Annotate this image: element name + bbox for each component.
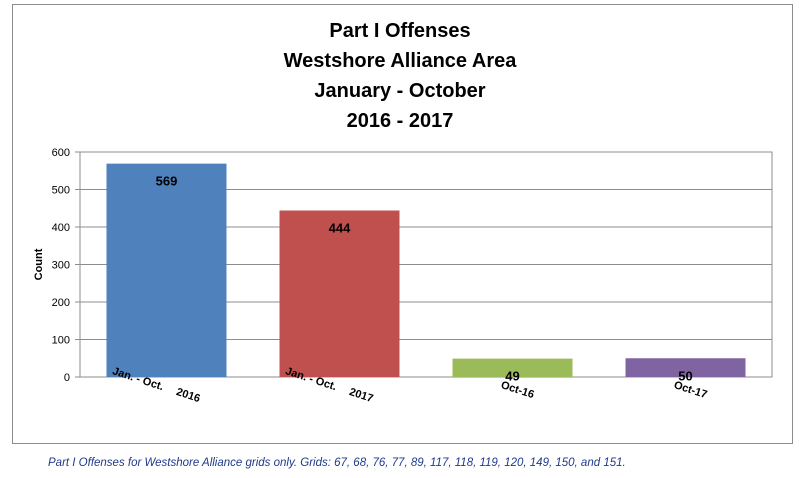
y-tick-label: 300 [52, 260, 70, 272]
y-tick-label: 200 [52, 297, 70, 309]
y-tick-label: 600 [52, 147, 70, 159]
y-tick-label: 0 [64, 372, 70, 384]
chart-title-line-1: Part I Offenses [329, 20, 471, 42]
chart-title-line-4: 2016 - 2017 [346, 110, 454, 132]
bar [625, 358, 746, 377]
chart-title-line-2: Westshore Alliance Area [283, 50, 517, 72]
bar-value-label: 50 [678, 368, 692, 383]
chart-title-line-3: January - October [314, 80, 486, 102]
bar [452, 358, 573, 377]
bar [106, 163, 227, 377]
y-tick-label: 500 [52, 185, 70, 197]
y-axis-label: Count [33, 248, 45, 280]
y-tick-label: 400 [52, 222, 70, 234]
bar [279, 210, 400, 377]
bar-value-label: 49 [505, 369, 519, 384]
bar-value-label: 444 [329, 221, 351, 236]
bar-value-label: 569 [156, 174, 178, 189]
y-tick-label: 100 [52, 335, 70, 347]
chart-footnote: Part I Offenses for Westshore Alliance g… [48, 457, 626, 469]
